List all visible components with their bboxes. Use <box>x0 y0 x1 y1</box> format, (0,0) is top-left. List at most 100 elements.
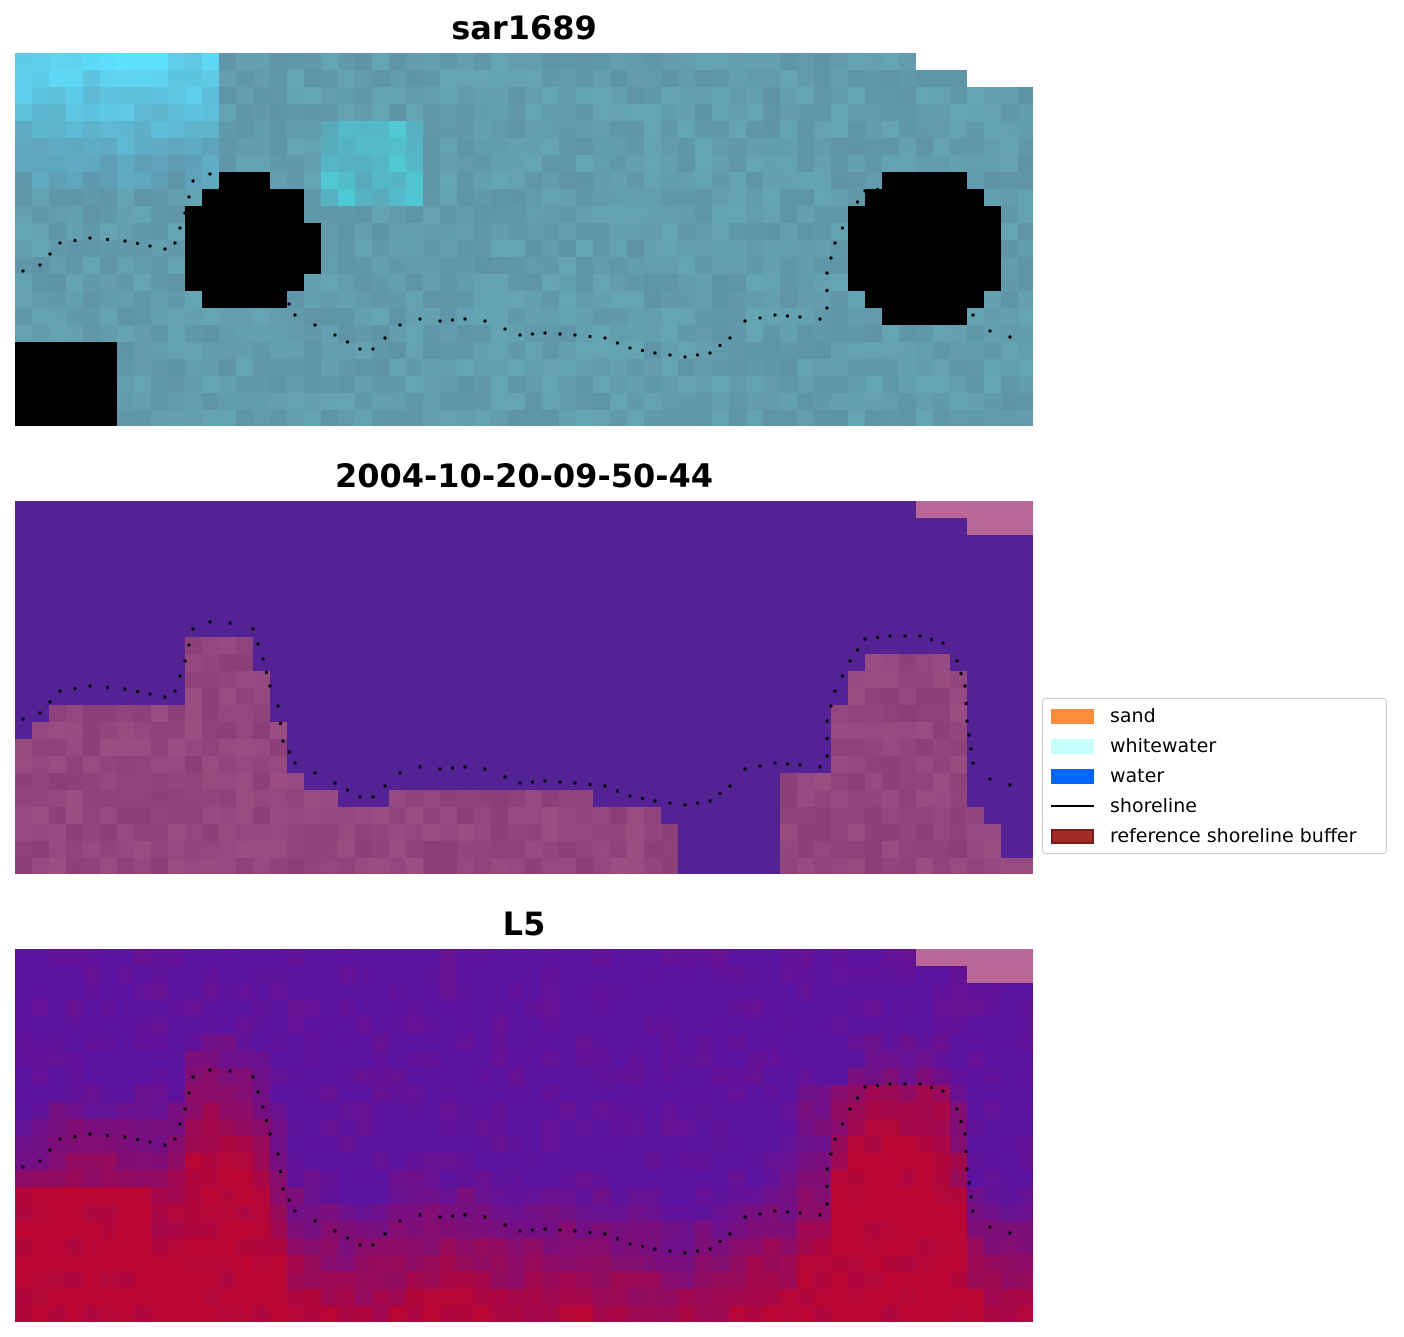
probability-cell <box>134 1289 151 1306</box>
pixel-cell <box>32 410 49 426</box>
pixel-cell <box>236 274 253 291</box>
pixel-cell <box>916 240 933 257</box>
class-cell <box>610 535 627 552</box>
probability-cell <box>695 1102 712 1119</box>
probability-cell <box>406 1068 423 1085</box>
probability-cell <box>797 1272 814 1289</box>
pixel-cell <box>321 342 338 359</box>
class-cell <box>831 841 848 858</box>
probability-cell <box>610 1306 627 1322</box>
pixel-cell <box>491 53 508 70</box>
probability-cell <box>321 1272 338 1289</box>
probability-cell <box>423 1187 440 1204</box>
probability-cell <box>525 1085 542 1102</box>
probability-cell <box>236 1238 253 1255</box>
pixel-cell <box>440 223 457 240</box>
class-cell <box>49 535 66 552</box>
class-cell <box>219 807 236 824</box>
probability-cell <box>950 1119 967 1136</box>
probability-cell <box>440 1119 457 1136</box>
probability-cell <box>304 949 321 966</box>
probability-cell <box>304 1221 321 1238</box>
probability-cell <box>1001 1102 1018 1119</box>
class-cell <box>270 858 287 874</box>
pixel-cell <box>644 376 661 393</box>
pixel-cell <box>967 104 984 121</box>
class-cell <box>321 739 338 756</box>
class-cell <box>865 688 882 705</box>
class-cell <box>814 671 831 688</box>
class-cell <box>763 620 780 637</box>
class-cell <box>1018 535 1033 552</box>
probability-cell <box>270 983 287 1000</box>
probability-cell <box>15 983 32 1000</box>
class-cell <box>1018 756 1033 773</box>
class-cell <box>236 603 253 620</box>
pixel-cell <box>355 53 372 70</box>
class-cell <box>763 722 780 739</box>
probability-cell <box>576 1255 593 1272</box>
class-cell <box>661 654 678 671</box>
class-cell <box>950 756 967 773</box>
probability-cell <box>593 1000 610 1017</box>
probability-cell <box>83 1051 100 1068</box>
probability-cell <box>406 1238 423 1255</box>
pixel-cell <box>457 291 474 308</box>
probability-cell <box>746 983 763 1000</box>
class-cell <box>559 790 576 807</box>
pixel-cell <box>899 70 916 87</box>
class-cell <box>678 552 695 569</box>
probability-cell <box>712 1051 729 1068</box>
class-cell <box>100 688 117 705</box>
probability-cell <box>474 1085 491 1102</box>
pixel-cell <box>508 104 525 121</box>
class-cell <box>270 807 287 824</box>
pixel-cell <box>321 274 338 291</box>
class-cell <box>644 586 661 603</box>
probability-cell <box>865 1187 882 1204</box>
pixel-cell <box>882 206 899 223</box>
probability-cell <box>491 1000 508 1017</box>
pixel-cell <box>406 308 423 325</box>
pixel-cell <box>1018 308 1033 325</box>
pixel-cell <box>134 121 151 138</box>
pixel-cell <box>542 172 559 189</box>
class-cell <box>593 518 610 535</box>
class-cell <box>916 739 933 756</box>
class-cell <box>66 603 83 620</box>
pixel-cell <box>406 325 423 342</box>
probability-cell <box>899 1102 916 1119</box>
probability-cell <box>627 1221 644 1238</box>
class-cell <box>627 671 644 688</box>
shoreline-point <box>588 334 592 339</box>
pixel-cell <box>49 240 66 257</box>
pixel-cell <box>66 342 83 359</box>
class-cell <box>848 841 865 858</box>
pixel-cell <box>525 104 542 121</box>
pixel-cell <box>304 410 321 426</box>
probability-cell <box>661 1017 678 1034</box>
shoreline-point <box>640 348 645 353</box>
class-cell <box>950 858 967 874</box>
probability-cell <box>576 949 593 966</box>
class-cell <box>508 824 525 841</box>
pixel-cell <box>865 257 882 274</box>
probability-cell <box>117 1119 134 1136</box>
pixel-cell <box>355 70 372 87</box>
class-cell <box>423 739 440 756</box>
class-cell <box>270 586 287 603</box>
pixel-cell <box>746 70 763 87</box>
probability-cell <box>865 1085 882 1102</box>
shoreline-point <box>758 1212 762 1216</box>
probability-cell <box>440 1306 457 1322</box>
panel-classified <box>15 501 1033 874</box>
shoreline-point <box>955 659 959 663</box>
class-cell <box>236 824 253 841</box>
class-cell <box>967 773 984 790</box>
probability-cell <box>219 966 236 983</box>
probability-cell <box>321 1119 338 1136</box>
probability-cell <box>899 1034 916 1051</box>
shoreline-point <box>256 1090 260 1094</box>
shoreline-point <box>903 1082 907 1086</box>
class-cell <box>729 773 746 790</box>
